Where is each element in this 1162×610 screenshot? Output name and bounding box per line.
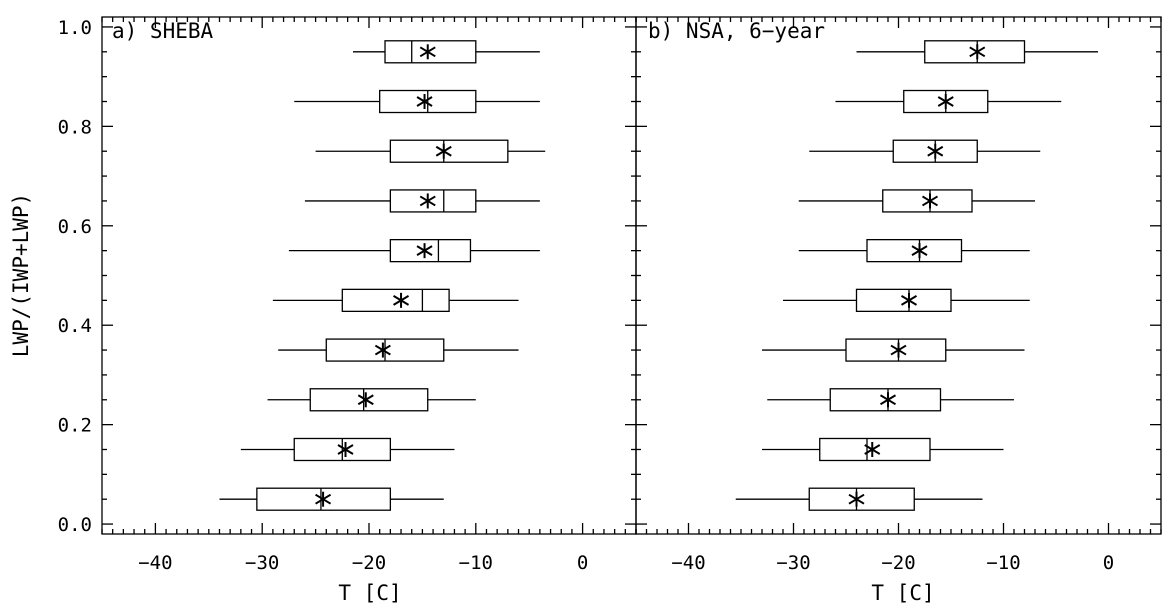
iqr-box	[866, 238, 963, 263]
x-tick-label-nsa: −10	[986, 552, 1020, 574]
mean-marker-stroke	[416, 96, 433, 107]
mean-marker	[969, 44, 986, 60]
mean-marker-stroke	[357, 394, 374, 406]
mean-marker-stroke	[374, 344, 391, 356]
mean-marker-stroke	[911, 245, 928, 257]
panel-sheba: a) SHEBA T [C] LWP/(IWP+LWP) −40 −30 −20 −1…	[9, 16, 637, 605]
iqr-box	[819, 437, 931, 462]
mean-marker-stroke	[969, 46, 986, 58]
x-tick-label-nsa: −40	[671, 552, 705, 574]
mean-marker-stroke	[937, 96, 954, 107]
mean-marker-stroke	[921, 195, 939, 207]
mean-marker	[419, 44, 436, 60]
mean-marker	[357, 392, 374, 408]
mean-marker-stroke	[416, 245, 433, 257]
iqr-box	[384, 40, 477, 64]
mean-marker	[435, 143, 452, 159]
iqr-box	[309, 388, 429, 412]
iqr-box	[845, 338, 947, 362]
y-tick-label: 0.0	[58, 514, 92, 536]
mean-marker	[419, 193, 436, 209]
panel-title-sheba: a) SHEBA	[112, 19, 214, 43]
x-tick-label-sheba: −30	[245, 552, 279, 574]
mean-marker-stroke	[900, 294, 918, 306]
y-tick-label: 0.6	[58, 216, 92, 238]
mean-marker	[864, 441, 881, 457]
mean-marker	[911, 243, 928, 259]
y-tick-label: 0.8	[58, 116, 92, 138]
mean-marker-stroke	[315, 493, 332, 505]
mean-marker	[879, 392, 897, 408]
iqr-box	[829, 388, 942, 412]
mean-marker	[416, 94, 433, 110]
x-tick-label-nsa: −30	[776, 552, 810, 574]
x-tick-label-nsa: 0	[1103, 552, 1114, 574]
mean-marker	[315, 491, 332, 507]
y-axis-title: LWP/(IWP+LWP)	[9, 193, 33, 357]
x-tick-label-sheba: −20	[352, 552, 386, 574]
mean-marker-stroke	[864, 444, 881, 455]
mean-marker	[374, 342, 391, 358]
iqr-box	[882, 189, 973, 213]
mean-marker-stroke	[848, 493, 865, 505]
y-tick-label: 0.4	[58, 315, 92, 337]
mean-marker	[848, 491, 865, 507]
panel-title-nsa: b) NSA, 6−year	[648, 19, 825, 43]
iqr-box	[808, 487, 915, 511]
mean-marker	[416, 243, 433, 259]
mean-marker-stroke	[419, 195, 436, 207]
x-axis-title-nsa: T [C]	[871, 581, 934, 605]
y-tick-label: 1.0	[58, 17, 92, 39]
mean-marker-stroke	[927, 145, 944, 157]
mean-marker	[937, 94, 954, 110]
iqr-box	[389, 189, 477, 213]
iqr-box	[855, 288, 952, 313]
mean-marker-stroke	[890, 344, 907, 356]
mean-marker	[393, 292, 410, 308]
mean-marker-stroke	[435, 145, 452, 157]
iqr-box	[389, 139, 509, 163]
mean-marker-stroke	[337, 444, 354, 455]
iqr-box	[924, 40, 1026, 64]
mean-marker-stroke	[879, 394, 897, 406]
x-tick-label-nsa: −20	[881, 552, 915, 574]
x-tick-label-sheba: 0	[577, 552, 588, 574]
mean-marker	[927, 143, 944, 159]
mean-marker-stroke	[419, 46, 436, 58]
iqr-box	[389, 238, 472, 263]
x-axis-title-sheba: T [C]	[338, 581, 401, 605]
panel-nsa: b) NSA, 6−year T [C] −40 −30 −20 −10 0	[635, 16, 1162, 605]
mean-marker	[900, 292, 918, 308]
x-tick-label-sheba: −40	[138, 552, 172, 574]
y-tick-label: 0.2	[58, 415, 92, 437]
mean-marker-stroke	[393, 294, 410, 306]
mean-marker	[337, 441, 354, 457]
iqr-box	[341, 288, 450, 313]
mean-marker	[890, 342, 907, 358]
x-tick-label-sheba: −10	[459, 552, 493, 574]
mean-marker	[921, 193, 939, 209]
